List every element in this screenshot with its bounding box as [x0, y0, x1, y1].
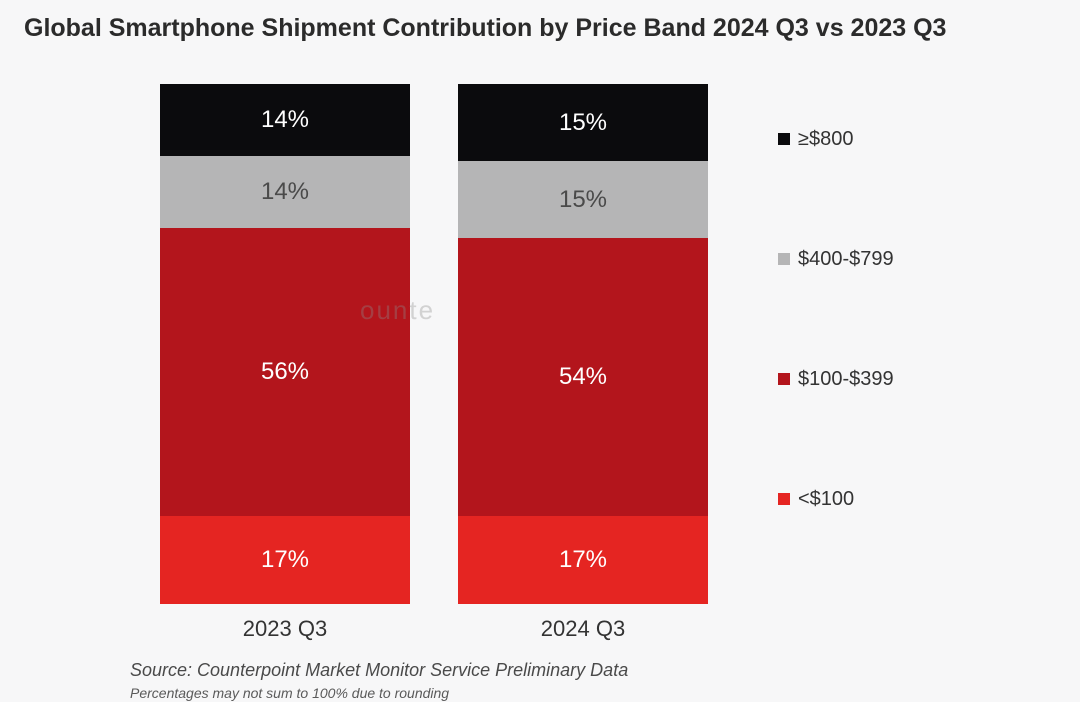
segment-100_399: 54%	[458, 238, 708, 516]
x-label: 2024 Q3	[458, 616, 708, 642]
segment-400_799: 14%	[160, 156, 410, 228]
legend-swatch-icon	[778, 253, 790, 265]
page-root: Global Smartphone Shipment Contribution …	[0, 0, 1080, 702]
segment-ge800: 15%	[458, 84, 708, 161]
legend-item-ge800: ≥$800	[778, 128, 894, 151]
bars-area: 14%14%56%17%15%15%54%17%	[20, 59, 748, 604]
legend-swatch-icon	[778, 133, 790, 145]
chart-row: 14%14%56%17%15%15%54%17% ≥$800$400-$799$…	[20, 59, 1060, 604]
legend-swatch-icon	[778, 373, 790, 385]
segment-lt100: 17%	[160, 516, 410, 604]
bar-2023-Q3: 14%14%56%17%	[160, 84, 410, 604]
source-line: Source: Counterpoint Market Monitor Serv…	[130, 660, 1060, 681]
x-axis-labels: 2023 Q3 2024 Q3	[20, 616, 1060, 642]
segment-100_399: 56%	[160, 228, 410, 516]
x-label: 2023 Q3	[160, 616, 410, 642]
legend-label: <$100	[798, 488, 854, 511]
footnotes: Source: Counterpoint Market Monitor Serv…	[20, 660, 1060, 701]
legend-label: $100-$399	[798, 368, 894, 391]
legend-label: $400-$799	[798, 248, 894, 271]
segment-ge800: 14%	[160, 84, 410, 156]
disclaimer-line: Percentages may not sum to 100% due to r…	[130, 685, 1060, 701]
bar-2024-Q3: 15%15%54%17%	[458, 84, 708, 604]
segment-lt100: 17%	[458, 516, 708, 604]
legend-swatch-icon	[778, 493, 790, 505]
legend: ≥$800 $400-$799 $100-$399 <$100	[778, 79, 894, 559]
legend-item-100_399: $100-$399	[778, 368, 894, 391]
chart-title: Global Smartphone Shipment Contribution …	[24, 14, 1060, 43]
legend-item-lt100: <$100	[778, 488, 894, 511]
segment-400_799: 15%	[458, 161, 708, 238]
legend-item-400_799: $400-$799	[778, 248, 894, 271]
legend-label: ≥$800	[798, 128, 853, 151]
